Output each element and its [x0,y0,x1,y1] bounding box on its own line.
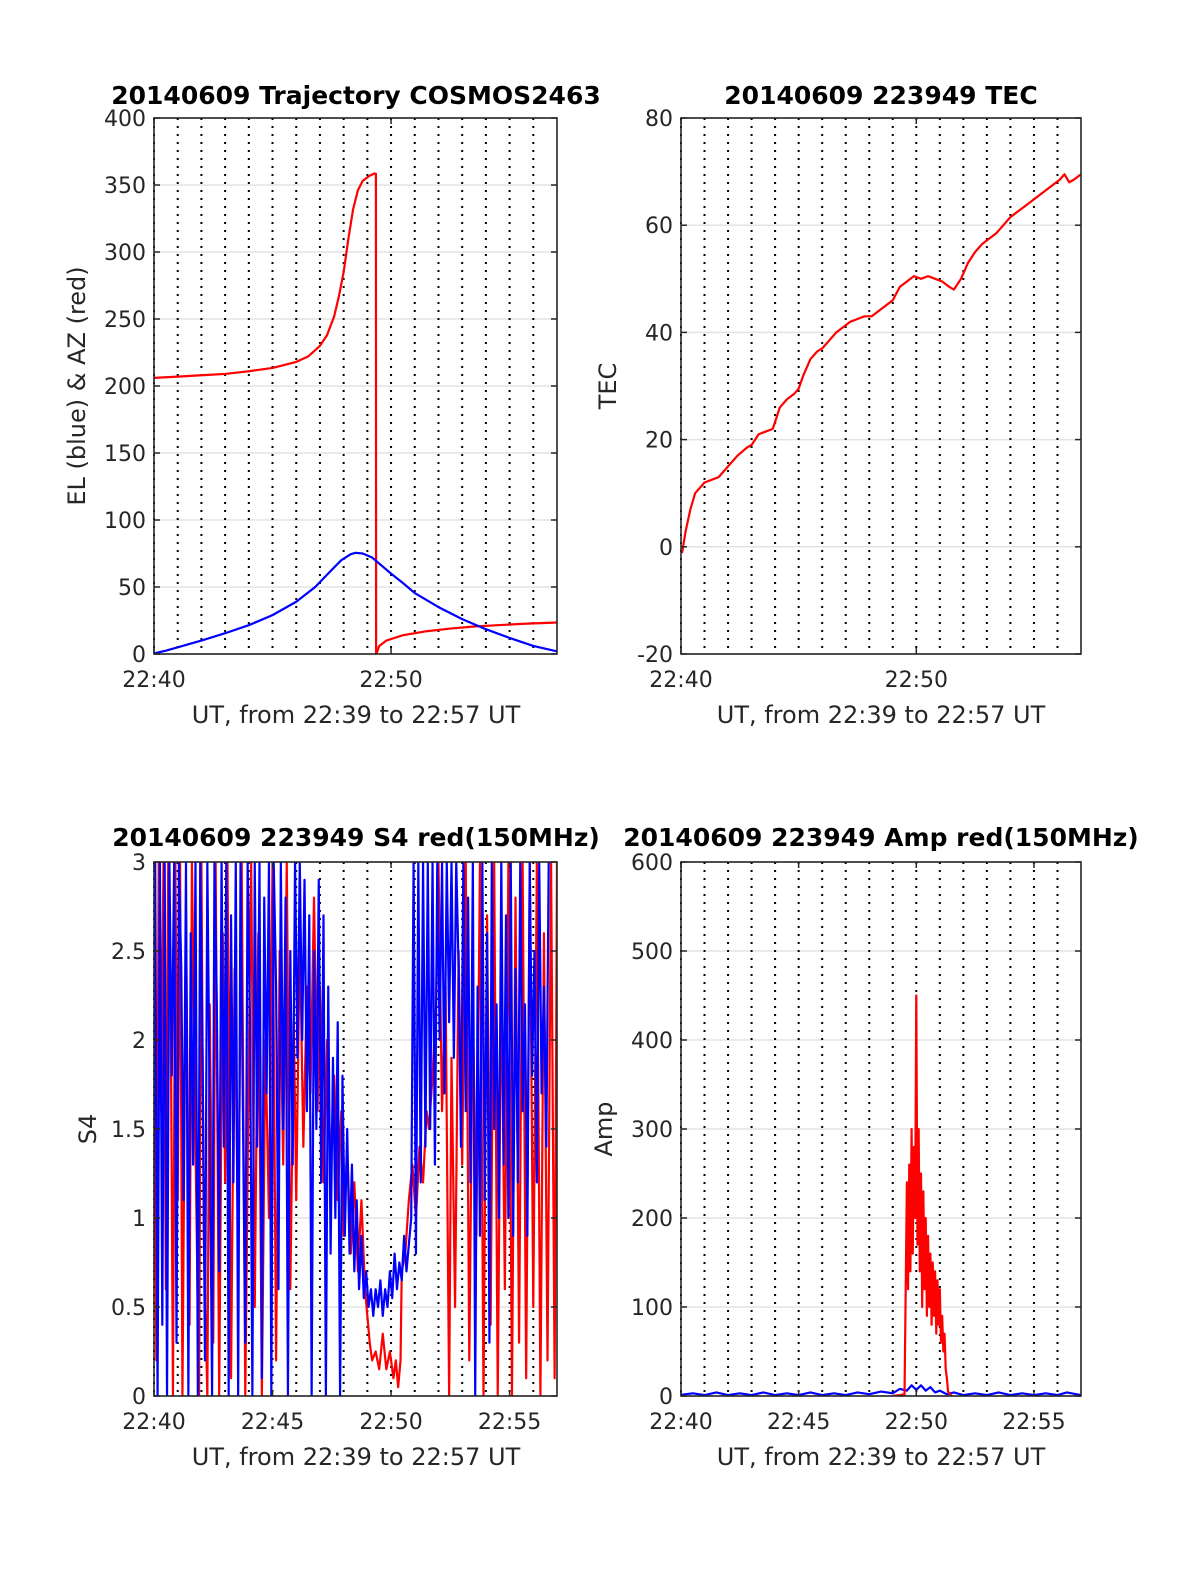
y-tick-label: 0 [659,536,673,561]
x-tick-label: 22:50 [885,1410,948,1435]
panel-trajectory: 20140609 Trajectory COSMOS2463 UT, from … [63,81,601,729]
y-tick-label: 350 [104,174,146,199]
series-group [681,173,1081,554]
y-tick-label: 0 [132,1385,146,1410]
x-tick-label: 22:55 [478,1410,541,1435]
series-group [154,862,557,1396]
y-tick-label: 0 [132,643,146,668]
y-tick-label: -20 [637,643,673,668]
x-tick-label: 22:40 [122,1410,185,1435]
y-tick-label: 100 [104,509,146,534]
y-axis-label: TEC [594,363,622,411]
x-tick-label: 22:40 [122,668,185,693]
x-tick-label: 22:50 [885,668,948,693]
x-tick-label: 22:55 [1002,1410,1065,1435]
series-group [681,994,1081,1396]
axes-box [680,117,1082,655]
y-tick-label: 300 [631,1118,673,1143]
y-tick-label: 50 [118,576,146,601]
y-tick-label: 2 [132,1029,146,1054]
y-tick-label: 1.5 [111,1118,146,1143]
y-axis-label: S4 [74,1114,102,1145]
y-tick-label: 3 [132,851,146,876]
y-tick-label: 300 [104,241,146,266]
red-series-line [375,621,557,654]
panel-title: 20140609 223949 S4 red(150MHz) [112,823,600,852]
panel-amp: 20140609 223949 Amp red(150MHz) UT, from… [590,823,1139,1471]
panel-title: 20140609 Trajectory COSMOS2463 [111,81,601,110]
red-series-line [892,994,953,1396]
y-axis-label: Amp [590,1101,618,1156]
y-tick-label: 600 [631,851,673,876]
y-tick-label: 200 [631,1207,673,1232]
panel-title: 20140609 223949 Amp red(150MHz) [623,823,1139,852]
x-axis-label: UT, from 22:39 to 22:57 UT [192,1443,521,1471]
x-tick-label: 22:40 [649,668,712,693]
x-axis-label: UT, from 22:39 to 22:57 UT [192,701,521,729]
x-tick-label: 22:50 [359,1410,422,1435]
panel-s4: 20140609 223949 S4 red(150MHz) UT, from … [74,823,600,1471]
blue-series-line [154,862,550,1396]
y-tick-label: 400 [104,107,146,132]
x-tick-label: 22:45 [241,1410,304,1435]
panel-title: 20140609 223949 TEC [724,81,1037,110]
blue-series-line [681,1384,1081,1396]
y-tick-label: 400 [631,1029,673,1054]
y-tick-label: 1 [132,1207,146,1232]
y-tick-label: 80 [645,107,673,132]
y-tick-label: 0 [659,1385,673,1410]
red-series-line [681,173,1081,554]
x-axis-label: UT, from 22:39 to 22:57 UT [717,1443,1046,1471]
panel-tec: 20140609 223949 TEC UT, from 22:39 to 22… [594,81,1082,729]
y-tick-label: 200 [104,375,146,400]
x-tick-label: 22:45 [767,1410,830,1435]
y-tick-label: 500 [631,940,673,965]
red-series-line [154,171,377,379]
y-tick-label: 20 [645,429,673,454]
y-tick-label: 60 [645,214,673,239]
x-axis-label: UT, from 22:39 to 22:57 UT [717,701,1046,729]
series-group [154,171,557,654]
y-tick-label: 2.5 [111,940,146,965]
y-tick-label: 0.5 [111,1296,146,1321]
y-tick-label: 100 [631,1296,673,1321]
y-tick-label: 250 [104,308,146,333]
x-tick-label: 22:40 [649,1410,712,1435]
y-tick-label: 40 [645,321,673,346]
x-tick-label: 22:50 [359,668,422,693]
y-axis-label: EL (blue) & AZ (red) [63,266,91,505]
blue-series-line [154,551,557,654]
y-tick-label: 150 [104,442,146,467]
